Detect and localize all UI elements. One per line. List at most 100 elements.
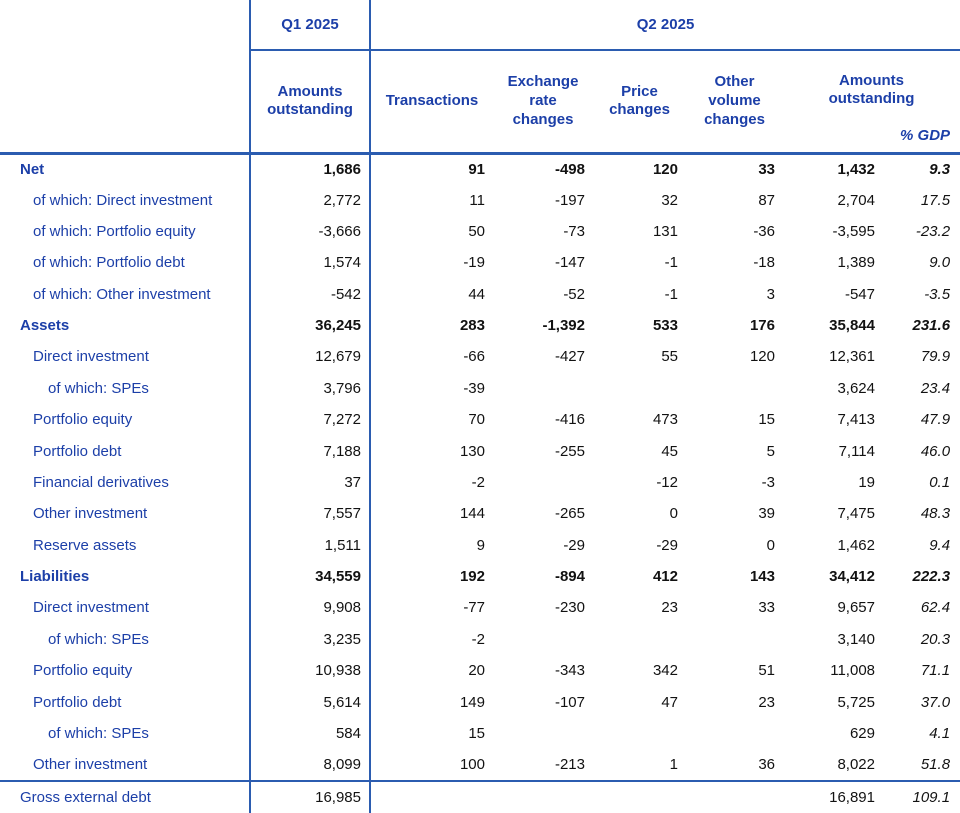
cell-other-volume-changes: [686, 718, 783, 749]
cell-exchange-rate-changes: -213: [554, 755, 585, 773]
cell-q1-amounts-outstanding: 34,559: [249, 560, 370, 593]
table-row: of which: SPEs 3,796 -39 3,624 23.4: [0, 372, 960, 404]
cell-pct-gdp: 9.0: [929, 254, 951, 272]
cell-q2-amounts-outstanding: 35,844: [829, 317, 875, 335]
cell-transactions: 91: [369, 153, 493, 185]
cell-price-changes: 1: [669, 755, 678, 773]
cell-price-changes: [593, 373, 686, 404]
cell-transactions: 11: [369, 184, 493, 216]
corner-spacer: [0, 0, 250, 50]
cell-pct-gdp: 17.5: [920, 191, 951, 209]
cell-q1-amounts-outstanding: 36,245: [249, 309, 370, 342]
cell-transactions: 50: [369, 215, 493, 248]
table-row: Reserve assets 1,511 9 -29 -29 0 1,462 9.4: [0, 529, 960, 561]
cell-price-changes: 47: [661, 693, 678, 711]
row-label: Gross external debt: [0, 779, 250, 813]
row-label: Direct investment: [33, 348, 149, 366]
cell-exchange-rate-changes: -1,392: [542, 317, 585, 335]
cell-price-changes: -12: [656, 473, 678, 491]
cell-pct-gdp: 71.1: [920, 662, 951, 680]
table-footer-row: Gross external debt 16,985 16,891 109.1: [0, 779, 960, 813]
cell-transactions: 20: [369, 655, 493, 687]
row-label: Direct investment: [33, 599, 149, 617]
cell-transactions: 15: [369, 717, 493, 750]
cell-exchange-rate-changes: -230: [554, 599, 585, 617]
cell-pct-gdp: 9.3: [929, 160, 951, 178]
cell-q1-amounts-outstanding: 8,099: [249, 749, 370, 781]
cell-q1-amounts-outstanding: 7,272: [249, 404, 370, 436]
cell-q2-amounts-outstanding: -547: [844, 285, 875, 303]
cell-price-changes: 32: [661, 191, 678, 209]
cell-exchange-rate-changes: -894: [554, 568, 585, 586]
cell-q1-amounts-outstanding: 1,686: [249, 153, 370, 185]
row-label: of which: SPEs: [48, 724, 149, 742]
cell-pct-gdp: 109.1: [883, 779, 960, 813]
cell-q2-amounts-outstanding: -3,595: [832, 222, 875, 240]
cell-transactions: -2: [369, 623, 493, 655]
cell-other-volume-changes: 23: [758, 693, 775, 711]
cell-pct-gdp: 48.3: [920, 505, 951, 523]
cell-exchange-rate-changes: -107: [554, 693, 585, 711]
cell-q1-amounts-outstanding: 9,908: [249, 592, 370, 624]
cell-pct-gdp: -3.5: [924, 285, 951, 303]
cell-q2-amounts-outstanding: 9,657: [837, 599, 875, 617]
cell-exchange-rate-changes: [493, 373, 593, 404]
cell-other-volume-changes: 176: [749, 317, 775, 335]
cell-q2-amounts-outstanding: 34,412: [829, 568, 875, 586]
col-header-q1-amounts-outstanding: Amounts outstanding: [249, 50, 370, 155]
cell-transactions: -66: [369, 341, 493, 373]
cell-price-changes: 55: [661, 348, 678, 366]
table-row: of which: Portfolio equity -3,666 50 -73 131…: [0, 215, 960, 248]
cell-q1-amounts-outstanding: 10,938: [249, 655, 370, 687]
table-row: of which: SPEs 584 15 629 4.1: [0, 717, 960, 750]
label-column-header: [0, 50, 250, 155]
cell-transactions: -2: [369, 466, 493, 499]
cell-q2-amounts-outstanding: 12,361: [829, 348, 875, 366]
cell-exchange-rate-changes: -29: [563, 536, 585, 554]
cell-q2-amounts-outstanding: 629: [849, 724, 875, 742]
row-label: of which: SPEs: [48, 379, 149, 397]
cell-transactions: -77: [369, 592, 493, 624]
row-label: of which: Portfolio equity: [33, 222, 196, 240]
cell-other-volume-changes: -36: [753, 222, 775, 240]
row-label: of which: Other investment: [33, 285, 211, 303]
cell-price-changes: 0: [669, 505, 678, 523]
cell-q2-amounts-outstanding: 5,725: [837, 693, 875, 711]
cell-other-volume-changes: 5: [766, 442, 775, 460]
cell-pct-gdp: 23.4: [920, 379, 951, 397]
cell-transactions: 283: [369, 309, 493, 342]
cell-q2-amounts-outstanding: 8,022: [837, 755, 875, 773]
cell-exchange-rate-changes: -343: [554, 662, 585, 680]
cell-q1-amounts-outstanding: 16,985: [249, 779, 370, 813]
cell-pct-gdp: 46.0: [920, 442, 951, 460]
cell-price-changes: 533: [652, 317, 678, 335]
cell-other-volume-changes: [686, 624, 783, 655]
cell-exchange-rate-changes: -255: [554, 442, 585, 460]
cell-exchange-rate-changes: -498: [554, 160, 585, 178]
cell-exchange-rate-changes: -416: [554, 411, 585, 429]
amounts-outstanding-label: Amounts outstanding: [828, 71, 915, 108]
col-header-exchange-rate-changes: Exchange rate changes: [493, 50, 593, 155]
cell-price-changes: -29: [656, 536, 678, 554]
cell-q2-amounts-outstanding: 2,704: [837, 191, 875, 209]
table-row: Assets 36,245 283 -1,392 533 176 35,844 231.6: [0, 309, 960, 342]
cell-exchange-rate-changes: -147: [554, 254, 585, 272]
cell-q1-amounts-outstanding: 37: [249, 466, 370, 499]
cell-q2-amounts-outstanding: 3,140: [837, 630, 875, 648]
row-label: of which: Direct investment: [33, 191, 213, 209]
table-row: Net 1,686 91 -498 120 33 1,432 9.3: [0, 153, 960, 185]
cell-q2-amounts-outstanding: 1,389: [837, 254, 875, 272]
cell-exchange-rate-changes: -265: [554, 505, 585, 523]
cell-price-changes: -1: [664, 285, 678, 303]
cell-transactions: 192: [369, 560, 493, 593]
cell-other-volume-changes: 39: [758, 505, 775, 523]
cell-exchange-rate-changes: -52: [563, 285, 585, 303]
period-q1-header: Q1 2025: [249, 0, 370, 51]
table-row: Portfolio debt 5,614 149 -107 47 23 5,725 37.0: [0, 686, 960, 718]
cell-pct-gdp: 37.0: [920, 693, 951, 711]
cell-transactions: 44: [369, 278, 493, 310]
table-row: Liabilities 34,559 192 -894 412 143 34,412 222.…: [0, 560, 960, 593]
cell-q2-amounts-outstanding: 1,462: [837, 536, 875, 554]
cell-q1-amounts-outstanding: 1,574: [249, 247, 370, 279]
cell-q1-amounts-outstanding: 7,557: [249, 498, 370, 530]
